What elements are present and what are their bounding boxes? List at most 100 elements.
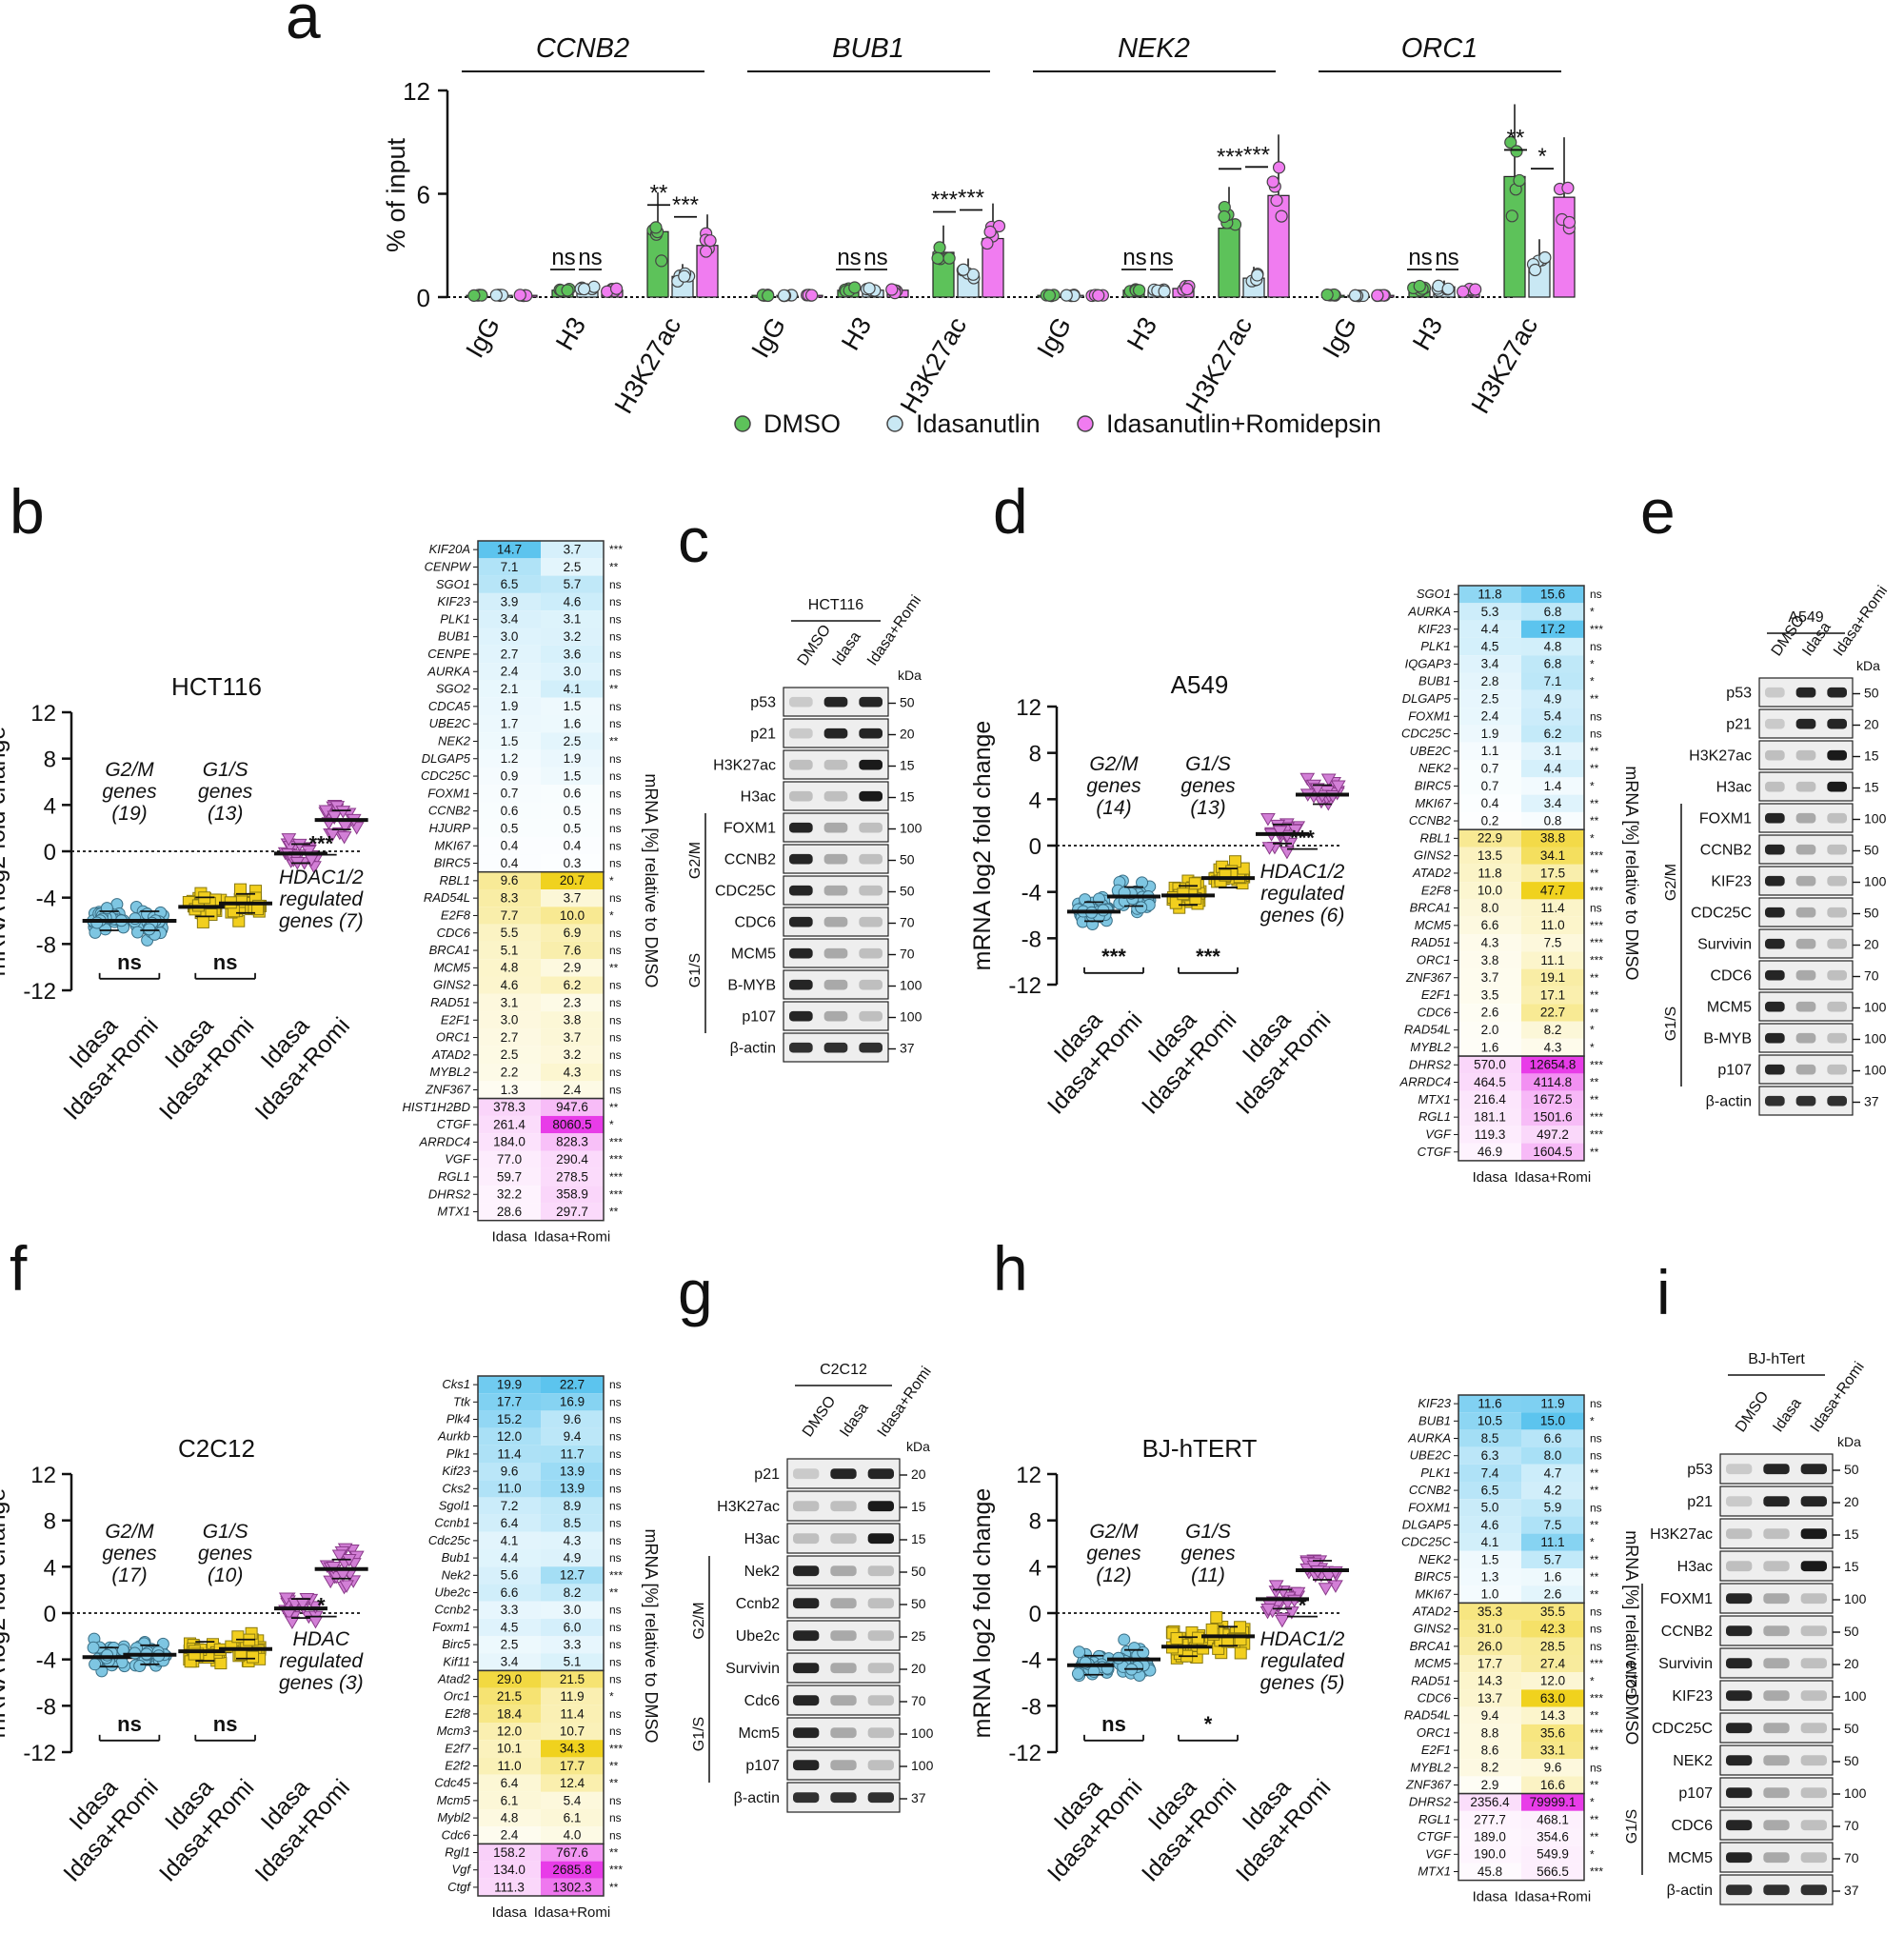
f-heat-gene: Plk1 [446,1446,470,1461]
h-heat-cell [1521,1655,1584,1673]
g-kda-value: 15 [911,1499,926,1514]
b-heat-cell [478,628,541,646]
f-heat-sig: ns [609,1500,622,1513]
b-heat-value: 20.7 [560,873,585,887]
h-heat-sig: ns [1590,1449,1602,1463]
d-heat-cell [1458,986,1521,1005]
c-band-label: p21 [750,726,776,742]
f-heat-value: 22.7 [560,1377,585,1391]
f-heat-cell [478,1791,541,1809]
e-band [1765,969,1785,981]
f-heat-sig: ns [609,1794,622,1807]
f-heat-gene: Atad2 [437,1672,471,1686]
b-heat-value: 0.9 [501,768,519,783]
h-heat-gene: BRCA1 [1410,1639,1451,1653]
d-heat-cell [1521,882,1584,900]
b-heat-cell [478,1203,541,1221]
f-group-label: G1/S [203,1521,248,1543]
i-kda-value: 50 [1844,1721,1859,1736]
g-kda-value: 15 [911,1531,926,1546]
b-heat-value: 4.3 [564,1066,582,1080]
f-heat-value: 12.7 [560,1568,585,1583]
e-band-label: B-MYB [1703,1030,1752,1047]
d-y-tick-label: -8 [1021,927,1041,952]
f-heat-cell [478,1826,541,1844]
b-heat-cell [541,1133,604,1151]
f-y-tick-label: 0 [44,1602,56,1627]
d-heat-value: 11.4 [1540,901,1565,915]
d-point [1320,773,1337,787]
a-point [1348,289,1362,302]
c-kda-value: 70 [900,946,915,961]
i-band-label: β-actin [1667,1883,1713,1899]
g-kda-label: kDa [906,1439,930,1454]
f-heat-value: 11.0 [497,1482,521,1496]
b-heat-cell [478,976,541,994]
i-kda-value: 37 [1844,1883,1859,1898]
h-y-tick-label: 12 [1016,1463,1041,1488]
i-band [1726,1625,1753,1637]
f-heat-sig: ns [609,1828,622,1842]
d-heat-cell [1521,1108,1584,1127]
d-heat-cell [1521,1038,1584,1057]
c-kda-label: kDa [898,668,922,683]
f-heat-value: 11.4 [560,1706,585,1721]
h-heat-cell [1458,1499,1521,1517]
h-heat-cell [1458,1672,1521,1690]
a-point [1272,161,1286,174]
f-heat-gene: E2f2 [445,1759,471,1773]
f-point [89,1658,102,1671]
d-title: A549 [1171,670,1229,699]
h-y-tick-label: -8 [1021,1694,1041,1720]
h-heat-value: 26.0 [1478,1639,1502,1653]
d-heat-value: 47.7 [1540,884,1565,898]
d-heat-value: 10.0 [1478,884,1502,898]
b-heat-value: 2.3 [564,995,582,1009]
b-heat-sig: ns [609,891,622,905]
h-heat-gene: MKI67 [1415,1586,1451,1601]
i-band [1726,1561,1753,1572]
g-band [830,1760,857,1771]
panel-letter-d: d [993,476,1028,547]
h-heat-gene: FOXM1 [1408,1500,1451,1514]
b-heat-sig: *** [609,543,623,556]
h-point [1205,1623,1219,1636]
b-heat-cell [541,628,604,646]
h-heat-col-label: Idasa+Romi [1515,1889,1591,1905]
b-heat-value: 1.6 [564,717,582,731]
i-band [1800,1593,1827,1605]
f-heat-cell [541,1774,604,1792]
b-heat-cell [541,976,604,994]
b-heat-cell [541,1115,604,1134]
d-heat-sig: * [1590,779,1595,792]
f-heat-cell [541,1427,604,1446]
h-heat-value: 16.6 [1540,1778,1565,1792]
b-heat-cell [478,749,541,768]
f-heat-cell [478,1809,541,1827]
a-group-title: CCNB2 [536,33,629,64]
h-heat-value: 4.2 [1544,1483,1562,1497]
b-heat-cell [541,610,604,628]
e-kda-value: 37 [1864,1093,1879,1108]
b-heat-gene: ARRDC4 [419,1134,470,1148]
b-heat-value: 0.4 [501,856,519,870]
i-band [1763,1723,1790,1734]
a-point [1561,181,1575,194]
f-heat-cell [541,1687,604,1705]
f-heat-cell [478,1636,541,1654]
e-band [1795,907,1816,918]
f-heat-gene: Vgf [451,1863,471,1877]
d-heat-value: 2.6 [1481,1006,1499,1020]
d-heat-gene: FOXM1 [1408,708,1451,723]
f-heat-value: 11.9 [560,1689,584,1704]
d-heat-cell [1521,777,1584,795]
d-y-tick-label: 8 [1029,742,1041,768]
e-band [1795,812,1816,824]
d-heat-gene: ARRDC4 [1399,1075,1451,1089]
h-heat-cell [1521,1672,1584,1690]
f-heat-sig: *** [609,1568,623,1582]
i-lane-label: Idasa [1770,1395,1804,1435]
a-point [1441,282,1455,295]
g-band-label: Ube2c [736,1628,780,1645]
d-heat-value: 1.1 [1481,744,1499,758]
